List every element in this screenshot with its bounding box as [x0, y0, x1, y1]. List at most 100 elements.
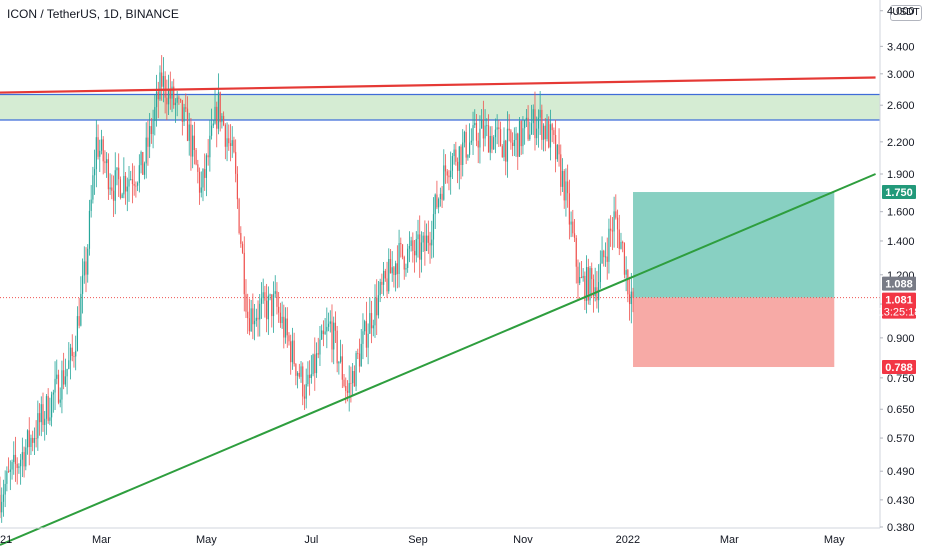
stop-price-tag[interactable]	[882, 360, 916, 375]
candle-body	[625, 270, 627, 275]
candle-body	[546, 121, 548, 140]
candle-body	[145, 137, 147, 164]
candle-body	[434, 194, 436, 215]
candle-body	[389, 258, 392, 274]
candle-body	[450, 170, 452, 178]
candle-body	[594, 287, 596, 297]
candle-body	[147, 137, 149, 147]
candle-body	[61, 370, 63, 400]
candle-body	[138, 165, 140, 183]
candle-body	[35, 438, 37, 439]
candle-body	[628, 294, 631, 305]
candle-body	[69, 347, 72, 361]
candle-body	[118, 167, 120, 180]
candle-body	[315, 353, 318, 374]
candle-body	[229, 143, 232, 146]
current-price-tag-countdown: 13:25:18	[878, 307, 921, 319]
resistance-trendline[interactable]	[0, 76, 876, 94]
candle-body	[202, 169, 204, 188]
candle-body	[188, 124, 190, 141]
target-zone[interactable]	[633, 192, 835, 298]
candle-body	[417, 234, 419, 240]
y-tick-label: 1.400	[887, 236, 915, 248]
candle-body	[374, 297, 376, 326]
candle-body	[185, 107, 187, 109]
candle-body	[551, 124, 553, 131]
candle-body	[496, 127, 498, 130]
candle-body	[212, 123, 214, 126]
candle-body	[186, 108, 189, 141]
candle-body	[513, 140, 515, 147]
candle-body	[111, 187, 113, 191]
candle-body	[448, 175, 450, 178]
currency-unit-label[interactable]: USDT	[890, 5, 922, 21]
candle-body	[615, 211, 617, 218]
candle-body	[85, 261, 87, 275]
candle-body	[582, 275, 584, 279]
candle-body	[76, 316, 79, 351]
candle-body	[190, 124, 192, 157]
candle-body	[137, 182, 139, 186]
candle-body	[358, 353, 361, 367]
candle-body	[396, 263, 398, 275]
resistance-zone[interactable]	[0, 94, 880, 121]
candle-body	[28, 430, 30, 448]
candle-body	[408, 246, 410, 249]
candle-body	[403, 256, 405, 270]
target-price-tag[interactable]	[882, 185, 916, 200]
candle-body	[592, 279, 595, 297]
candle-body	[264, 292, 266, 301]
candle-body	[630, 291, 632, 305]
position-layer	[0, 192, 880, 368]
current-price-tag[interactable]	[882, 292, 916, 319]
candle-body	[393, 267, 395, 276]
candle-body	[47, 396, 49, 421]
candle-body	[102, 139, 104, 162]
candle-body	[501, 146, 503, 158]
candle-body	[247, 311, 249, 319]
y-tick-label: 0.380	[887, 522, 915, 534]
candle-body	[54, 378, 56, 393]
candle-body	[341, 356, 343, 380]
candle-body	[278, 306, 280, 313]
candle-body	[487, 125, 490, 153]
candle-body	[238, 199, 240, 234]
candle-body	[477, 140, 479, 148]
candle-body	[322, 330, 324, 335]
candle-body	[267, 295, 269, 320]
candle-body	[608, 228, 610, 262]
candle-body	[357, 353, 359, 354]
candle-body	[126, 186, 128, 192]
candle-body	[573, 233, 576, 238]
candle-body	[140, 151, 142, 166]
candle-body	[518, 121, 521, 157]
candle-body	[64, 376, 66, 385]
last-price-tag[interactable]	[882, 276, 916, 291]
candle-body	[214, 106, 216, 124]
candle-body	[577, 266, 579, 284]
candle-body	[167, 88, 170, 105]
candle-body	[295, 364, 297, 376]
candle-body	[260, 298, 263, 304]
candle-body	[613, 211, 615, 232]
y-tick-label: 0.750	[887, 373, 915, 385]
candle-body	[384, 270, 386, 279]
candle-body	[296, 372, 299, 376]
candle-body	[444, 165, 447, 172]
candle-body	[412, 240, 414, 251]
candle-body	[493, 137, 495, 150]
candle-body	[223, 115, 225, 126]
candle-body	[21, 452, 23, 460]
candle-body	[364, 321, 366, 332]
candle-body	[584, 275, 586, 301]
candle-body	[13, 454, 15, 463]
candle-body	[506, 128, 509, 162]
candle-body	[410, 240, 412, 247]
support-trendline[interactable]	[0, 173, 876, 546]
candle-body	[107, 159, 109, 190]
candle-body	[370, 313, 373, 329]
stop-zone[interactable]	[633, 297, 835, 368]
stop-price-tag-label: 0.788	[885, 362, 913, 374]
candle-body	[549, 124, 552, 148]
